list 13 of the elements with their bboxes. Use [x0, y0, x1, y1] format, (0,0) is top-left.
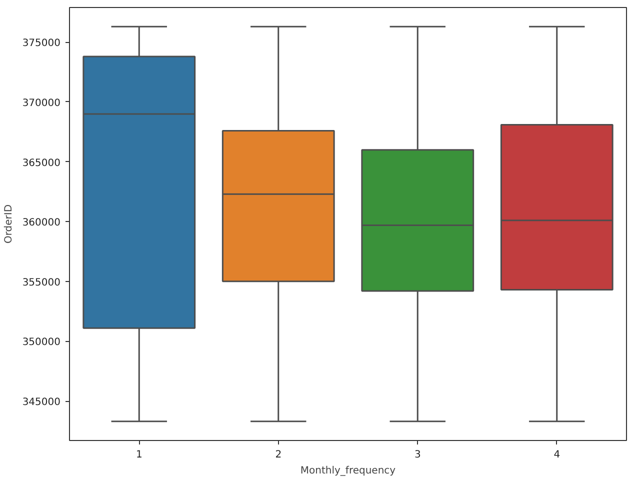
y-tick-label: 345000	[22, 397, 61, 408]
x-tick-label: 4	[554, 450, 560, 460]
y-tick-label: 350000	[22, 337, 61, 348]
y-tick-label: 365000	[22, 158, 61, 169]
y-axis-title: OrderID	[3, 204, 14, 244]
y-tick-label: 375000	[22, 38, 61, 50]
x-axis-title: Monthly_frequency	[300, 466, 396, 476]
y-tick-label: 360000	[22, 218, 61, 229]
x-tick-label: 1	[136, 450, 142, 460]
y-tick-label: 370000	[22, 98, 61, 109]
x-tick-label: 2	[275, 450, 282, 460]
y-tick-label: 355000	[22, 277, 61, 288]
x-tick-label: 3	[414, 450, 421, 460]
